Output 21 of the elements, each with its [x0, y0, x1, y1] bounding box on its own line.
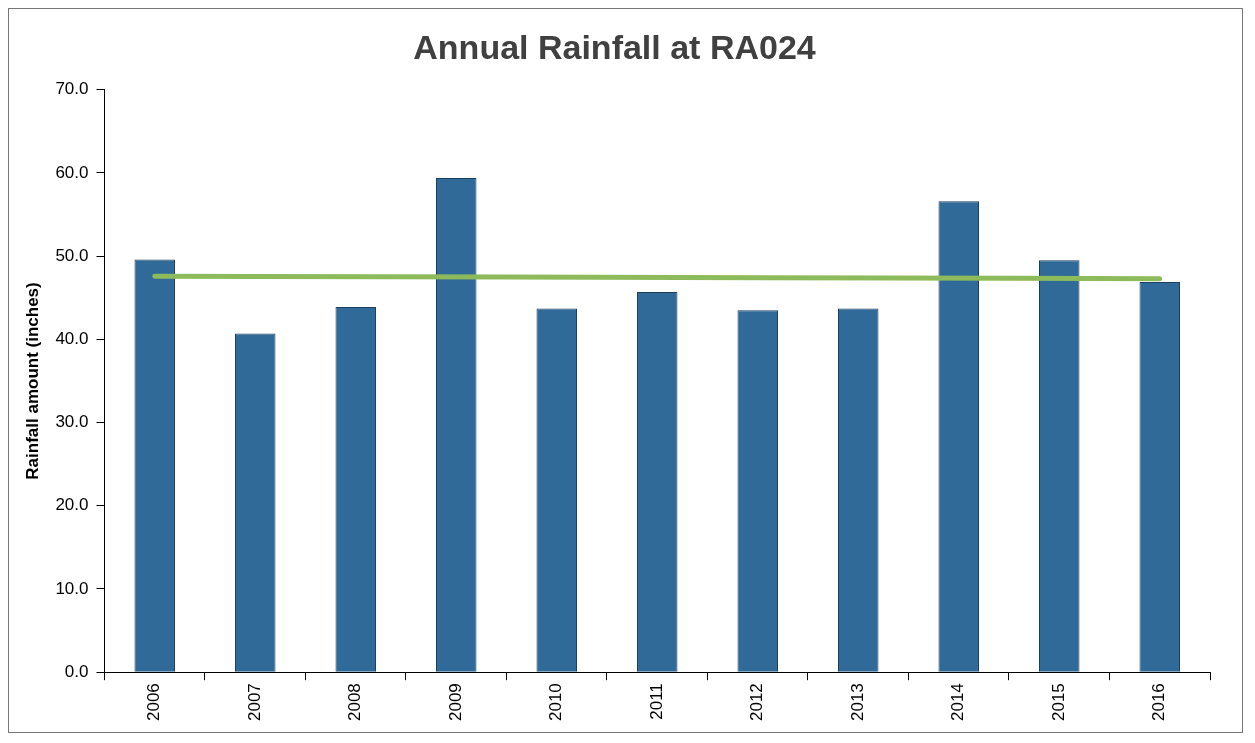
x-tick-label: 2016 [1149, 683, 1169, 722]
y-axis-title: Rainfall amount (inches) [22, 282, 42, 480]
x-tick-label: 2010 [546, 683, 566, 722]
x-tick-label: 2006 [144, 683, 164, 722]
y-tick-label: 0.0 [64, 661, 89, 681]
y-tick-label: 20.0 [55, 495, 89, 515]
y-tick-label: 60.0 [55, 162, 89, 182]
x-tick-label: 2015 [1048, 683, 1068, 722]
x-tick-label: 2013 [847, 683, 867, 722]
x-tick-label: 2009 [445, 683, 465, 722]
x-tick-label: 2008 [345, 683, 365, 722]
x-tick-label: 2007 [244, 683, 264, 722]
y-tick-label: 50.0 [55, 245, 89, 265]
y-tick-label: 40.0 [55, 329, 89, 349]
chart-title: Annual Rainfall at RA024 [413, 27, 816, 66]
x-tick-label: 2012 [747, 683, 767, 722]
x-tick-label: 2011 [646, 683, 666, 720]
y-tick-label: 70.0 [55, 79, 89, 99]
y-tick-label: 10.0 [55, 578, 89, 598]
x-tick-label: 2014 [948, 683, 968, 722]
y-tick-label: 30.0 [55, 412, 89, 432]
